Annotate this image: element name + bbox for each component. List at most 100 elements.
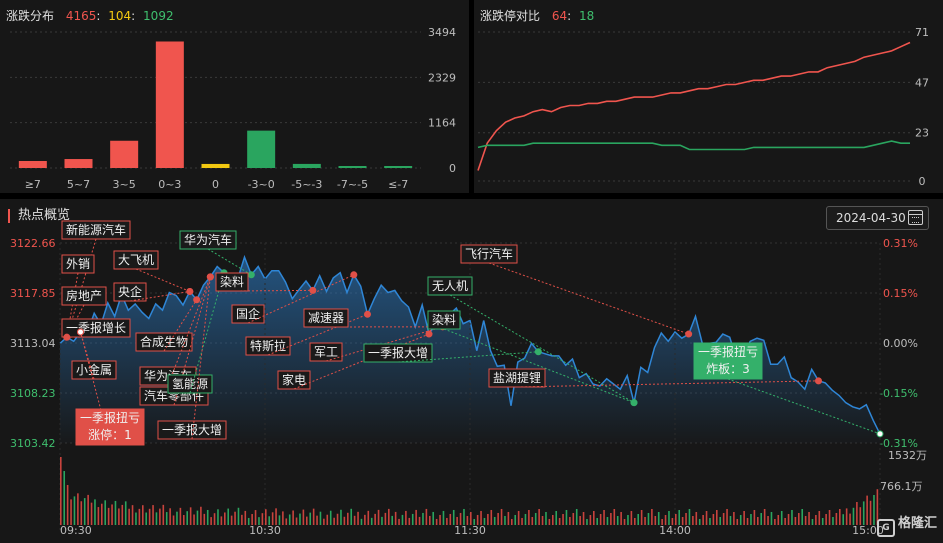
x-tick-label: 09:30 (60, 524, 92, 537)
volume-bar (808, 511, 810, 525)
volume-bar (350, 508, 353, 525)
volume-bar (309, 512, 312, 525)
volume-bar (692, 515, 694, 525)
volume-bar (582, 511, 585, 525)
volume-bar (446, 517, 448, 525)
y-tick-label-left: 3103.42 (10, 437, 56, 450)
volume-bar (319, 511, 322, 525)
volume-bar (142, 505, 144, 525)
hot-overview-panel: 热点概览 2024-04-30 3122.66 0.31% 3117.85 0.15%… (0, 199, 943, 543)
volume-bar (131, 505, 134, 525)
bar (292, 163, 321, 168)
event-dot (309, 286, 317, 294)
volume-bar (558, 517, 561, 525)
volume-bar (217, 509, 219, 525)
gelonghui-logo-icon: G (876, 519, 895, 537)
volume-bar (637, 513, 640, 525)
volume-bar (504, 515, 506, 525)
volume-bar (391, 515, 394, 525)
event-label-text: 一季报大增 (368, 345, 428, 360)
date-value: 2024-04-30 (836, 211, 906, 225)
y-tick-label-left: 3113.04 (10, 337, 56, 350)
volume-bar (220, 516, 223, 525)
volume-bar (114, 500, 117, 525)
volume-bar (548, 518, 551, 525)
volume-bar (470, 511, 472, 525)
volume-bar (767, 515, 769, 525)
volume-bar (135, 512, 137, 525)
y-tick-label: 0 (919, 175, 926, 188)
bar (201, 163, 230, 168)
distribution-bar-chart: 3494 2329 1164 0 ≥7 5~7 3~5 0~3 0 -3~0 -5~-3 -7~-5 ≤… (10, 26, 456, 191)
volume-bar (719, 516, 722, 525)
volume-bar (538, 508, 540, 525)
volume-bar (121, 504, 124, 525)
hot-overview-title: 热点概览 (8, 209, 70, 223)
volume-bar (541, 515, 544, 525)
volume-bar (545, 511, 547, 525)
volume-bar (138, 508, 141, 525)
volume-bar (200, 506, 202, 525)
volume-bar (261, 513, 264, 525)
volume-bar (247, 517, 250, 525)
volume-bar (798, 512, 800, 525)
event-label-text: 特斯拉 (250, 338, 286, 353)
event-dot (815, 377, 822, 385)
limit-title: 涨跌停对比 (480, 9, 541, 23)
volume-bar (511, 518, 513, 525)
volume-bar (579, 515, 581, 525)
volume-bar (528, 509, 530, 525)
volume-bar (493, 516, 496, 525)
volume-bar (787, 513, 790, 525)
volume-bar (716, 509, 718, 525)
volume-bar (83, 498, 86, 525)
volume-bar (278, 515, 281, 525)
limit-up-count: 64 (551, 9, 568, 23)
y-tick-label: 47 (915, 76, 929, 89)
y-tick-label-right: -0.31% (879, 437, 918, 450)
volume-bar (381, 516, 383, 525)
volume-bar (613, 508, 616, 525)
volume-bar (630, 510, 633, 525)
volume-bar (736, 518, 739, 525)
x-tick-label: 3~5 (113, 178, 136, 191)
event-connector (189, 272, 225, 394)
volume-bar (647, 512, 650, 525)
volume-bar (439, 514, 441, 525)
volume-bar (722, 512, 725, 525)
volume-bar (657, 511, 660, 525)
volume-bar (254, 510, 257, 525)
event-label-text: 减速器 (308, 311, 344, 325)
volume-bar (203, 513, 206, 525)
volume-bar (425, 508, 428, 525)
event-connector (397, 351, 539, 363)
x-tick-label: 0~3 (158, 178, 181, 191)
volume-bar (552, 514, 554, 525)
y-tick-label: 2329 (428, 71, 456, 84)
event-label-text: 房地产 (66, 288, 102, 303)
event-dot (206, 273, 214, 281)
date-picker[interactable]: 2024-04-30 (826, 206, 929, 230)
volume-bar (825, 513, 827, 525)
volume-bar (815, 514, 817, 525)
volume-bar (671, 517, 674, 525)
volume-bar (176, 511, 178, 525)
volume-bar (852, 507, 855, 525)
volume-bar (531, 516, 534, 525)
volume-bar (234, 511, 236, 525)
volume-bar (295, 517, 298, 525)
event-connector (488, 262, 689, 335)
event-label-text: 大飞机 (118, 253, 154, 267)
calendar-icon[interactable] (908, 210, 923, 225)
volume-bar (739, 514, 742, 525)
volume-bar (794, 516, 797, 525)
volume-bar (698, 518, 701, 525)
volume-bar (189, 507, 192, 525)
volume-bar (169, 508, 171, 525)
volume-bar (487, 513, 489, 525)
volume-bar (124, 501, 127, 525)
volume-bar (111, 504, 113, 525)
volume-bar (224, 512, 226, 525)
volume-bar (651, 508, 653, 525)
volume-bar (835, 512, 838, 525)
